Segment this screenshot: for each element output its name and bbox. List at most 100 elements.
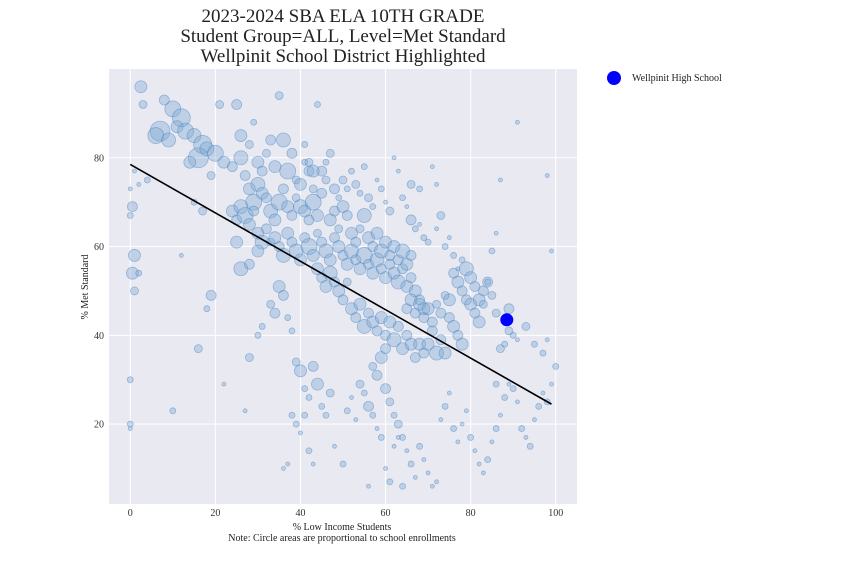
school-point-181	[404, 293, 418, 307]
school-point-208	[198, 206, 208, 216]
school-point-99	[375, 263, 387, 275]
y-tick-label-0: 20	[94, 420, 104, 431]
school-point-197	[125, 266, 139, 280]
school-point-200	[126, 376, 134, 384]
school-point-330	[429, 164, 435, 170]
school-point-151	[401, 329, 413, 341]
school-point-38	[308, 184, 318, 194]
school-point-174	[458, 261, 474, 277]
school-point-95	[355, 247, 373, 264]
school-point-306	[521, 322, 531, 331]
school-points	[125, 80, 560, 490]
school-point-312	[498, 177, 503, 183]
school-point-204	[178, 253, 184, 258]
school-point-108	[414, 294, 425, 306]
school-point-7	[161, 132, 176, 148]
school-point-28	[265, 134, 277, 146]
school-point-67	[254, 234, 270, 250]
school-point-255	[407, 460, 415, 468]
school-point-90	[337, 250, 349, 261]
school-point-110	[323, 213, 337, 227]
school-point-150	[396, 342, 409, 356]
school-point-348	[383, 199, 388, 205]
school-point-230	[288, 411, 296, 419]
school-point-26	[256, 165, 268, 177]
school-point-141	[356, 319, 372, 334]
school-point-262	[438, 417, 444, 423]
school-point-20	[231, 99, 243, 110]
school-point-135	[332, 284, 346, 298]
school-point-332	[416, 185, 423, 193]
school-point-130	[311, 262, 324, 276]
school-point-114	[341, 210, 353, 221]
school-point-140	[353, 297, 367, 311]
school-point-243	[355, 379, 365, 389]
school-point-247	[374, 426, 380, 431]
school-point-272	[480, 470, 486, 476]
x-axis-label: % Low Income Students	[293, 522, 392, 533]
tick-labels: 0 20 40 60 80 100 20 40 60 80	[94, 153, 563, 519]
school-point-305	[515, 337, 520, 343]
school-point-54	[298, 204, 312, 218]
school-point-40	[239, 170, 251, 181]
school-point-107	[408, 284, 422, 298]
school-point-105	[400, 280, 414, 293]
school-point-146	[380, 329, 391, 341]
school-point-291	[383, 466, 388, 471]
school-point-55	[303, 214, 315, 226]
x-tick-label-1: 20	[210, 508, 220, 519]
school-point-278	[506, 381, 512, 387]
school-point-97	[366, 266, 380, 280]
school-point-18	[206, 171, 216, 180]
school-point-102	[387, 266, 401, 280]
school-point-196	[128, 249, 141, 262]
school-point-149	[392, 321, 404, 332]
school-point-336	[405, 214, 417, 226]
school-point-123	[379, 235, 392, 249]
school-point-4	[171, 108, 191, 128]
school-point-354	[335, 194, 343, 202]
school-point-297	[371, 369, 383, 381]
school-point-259	[425, 470, 431, 476]
school-point-322	[436, 211, 446, 220]
school-point-228	[322, 411, 330, 419]
school-point-22	[233, 150, 249, 166]
school-point-246	[369, 411, 377, 419]
school-point-191	[132, 168, 137, 174]
school-point-203	[169, 407, 177, 415]
school-point-92	[344, 243, 359, 259]
school-point-178	[482, 276, 494, 288]
school-point-222	[294, 364, 307, 378]
legend-marker	[607, 71, 621, 85]
school-point-212	[244, 353, 254, 362]
school-point-142	[363, 307, 374, 319]
school-point-268	[463, 408, 469, 414]
school-point-279	[509, 385, 517, 392]
school-point-172	[451, 275, 465, 289]
school-point-119	[362, 231, 375, 245]
school-point-347	[377, 185, 385, 193]
school-point-202	[127, 426, 133, 431]
school-point-195	[126, 212, 134, 219]
y-tick-label-1: 40	[94, 331, 104, 342]
school-point-57	[311, 209, 324, 222]
school-point-311	[493, 230, 499, 236]
school-point-295	[395, 435, 401, 440]
school-point-117	[355, 224, 365, 234]
school-point-288	[549, 381, 554, 387]
school-point-184	[418, 312, 430, 323]
school-point-357	[301, 141, 309, 148]
school-point-56	[304, 193, 322, 211]
school-point-21	[234, 129, 248, 142]
school-point-194	[126, 201, 138, 213]
school-point-356	[343, 185, 351, 193]
school-point-329	[420, 234, 428, 242]
school-point-344	[364, 193, 373, 203]
school-point-82	[300, 238, 318, 255]
school-point-271	[476, 461, 482, 467]
school-point-220	[288, 327, 296, 335]
school-point-104	[397, 263, 408, 275]
school-point-63	[236, 207, 254, 224]
school-point-282	[523, 435, 529, 440]
school-point-309	[544, 337, 550, 343]
